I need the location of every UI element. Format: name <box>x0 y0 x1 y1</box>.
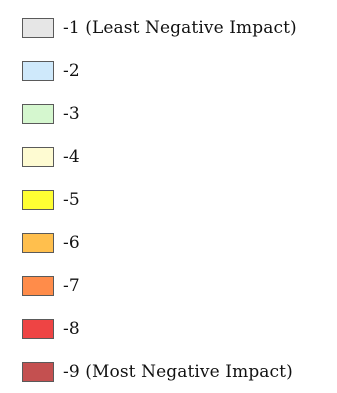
legend-label: -1 (Least Negative Impact) <box>63 17 297 38</box>
legend-item-3: -3 <box>22 92 332 135</box>
legend-swatch <box>22 232 54 253</box>
legend-label: -8 <box>63 318 80 339</box>
legend-item-7: -7 <box>22 264 332 307</box>
legend-label: -7 <box>63 275 80 296</box>
legend-label: -5 <box>63 189 80 210</box>
legend-item-4: -4 <box>22 135 332 178</box>
legend-swatch <box>22 361 54 382</box>
legend-label: -6 <box>63 232 80 253</box>
legend-swatch <box>22 146 54 167</box>
legend-swatch <box>22 275 54 296</box>
legend-swatch <box>22 103 54 124</box>
legend-label: -9 (Most Negative Impact) <box>63 361 293 382</box>
legend-item-5: -5 <box>22 178 332 221</box>
legend-item-8: -8 <box>22 307 332 350</box>
legend-swatch <box>22 318 54 339</box>
legend-item-6: -6 <box>22 221 332 264</box>
legend-item-2: -2 <box>22 49 332 92</box>
legend-item-1: -1 (Least Negative Impact) <box>22 6 332 49</box>
impact-legend: -1 (Least Negative Impact) -2 -3 -4 -5 -… <box>22 6 332 393</box>
legend-swatch <box>22 17 54 38</box>
legend-swatch <box>22 189 54 210</box>
legend-label: -4 <box>63 146 80 167</box>
legend-label: -2 <box>63 60 80 81</box>
legend-label: -3 <box>63 103 80 124</box>
legend-item-9: -9 (Most Negative Impact) <box>22 350 332 393</box>
legend-swatch <box>22 60 54 81</box>
